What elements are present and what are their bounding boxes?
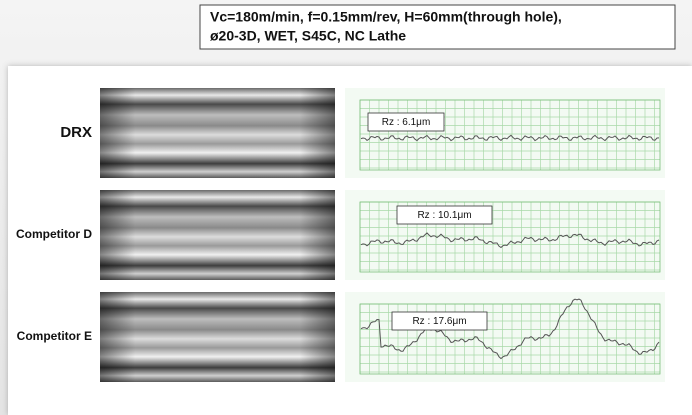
rz-box: [367, 112, 445, 132]
photo-shade: [100, 88, 335, 178]
roughness-profile: [360, 134, 660, 142]
row-label: Competitor D: [16, 227, 92, 241]
roughness-profile: [360, 232, 660, 249]
conditions-box: [199, 4, 676, 50]
graph-bg: [345, 190, 665, 280]
graph-bg: [345, 292, 665, 382]
row-label: Competitor E: [17, 329, 92, 343]
graph-frame: [359, 303, 661, 375]
rz-box: [391, 311, 488, 331]
row-label: DRX: [60, 124, 92, 141]
photo-shade: [100, 190, 335, 280]
photo-shade: [100, 292, 335, 382]
conditions-line: Vc=180m/min, f=0.15mm/rev, H=60mm(throug…: [210, 9, 562, 25]
rz-label: Rz : 17.6μm: [412, 316, 466, 327]
graph-frame: [359, 201, 661, 273]
roughness-profile: [360, 298, 660, 360]
graph-frame: [359, 99, 661, 171]
conditions-line: ø20-3D, WET, S45C, NC Lathe: [210, 28, 406, 44]
rz-box: [396, 205, 493, 225]
graph-bg: [345, 88, 665, 178]
rz-label: Rz : 6.1μm: [382, 117, 431, 128]
rz-label: Rz : 10.1μm: [417, 210, 471, 221]
